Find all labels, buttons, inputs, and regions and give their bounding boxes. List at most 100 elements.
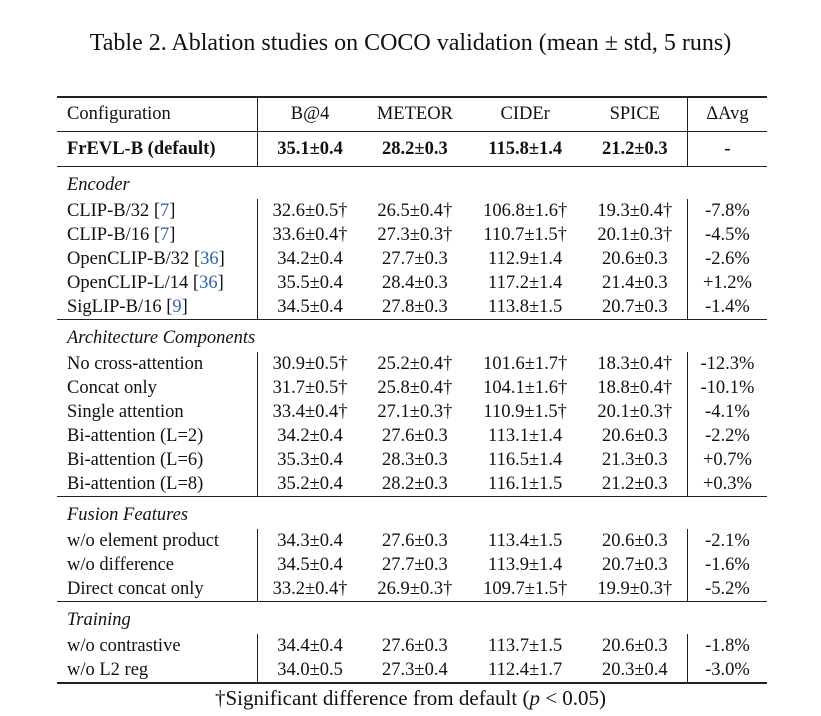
cell-b4: 30.9±0.5†: [257, 352, 363, 376]
row-configuration-name: OpenCLIP-B/32 [: [67, 248, 201, 269]
cell-b4: 34.5±0.4: [257, 295, 363, 320]
cell-cider: 113.9±1.4: [488, 554, 563, 575]
table-row: Single attention 33.4±0.4† 27.1±0.3† 110.9±…: [57, 400, 767, 424]
cell-cider: 113.7±1.5: [488, 635, 563, 656]
cell-cider: 112.4±1.7: [488, 659, 563, 680]
cell-b4: 33.4±0.4†: [257, 400, 363, 424]
row-configuration-name: OpenCLIP-L/14 [: [67, 272, 200, 293]
row-configuration: OpenCLIP-B/32 [36]: [57, 247, 258, 271]
cell-spice: 20.1±0.3†: [597, 401, 673, 422]
table-body: FrEVL-B (default) 35.1±0.4 28.2±0.3 115.…: [57, 131, 767, 683]
citation-link[interactable]: 9: [172, 296, 182, 317]
header-spice: SPICE: [609, 104, 660, 124]
cell-delta: -4.5%: [686, 223, 767, 247]
section-header-row: Fusion Features: [57, 496, 767, 530]
cell-b4: 33.2±0.4†: [257, 577, 363, 602]
cell-cider: 101.6±1.7†: [483, 353, 568, 374]
citation-bracket: ]: [218, 248, 225, 269]
cell-delta: +0.3%: [686, 472, 767, 497]
row-configuration: Bi-attention (L=6): [57, 448, 258, 472]
table-row: Concat only 31.7±0.5† 25.8±0.4† 104.1±1.6† 1…: [57, 376, 767, 400]
cell-b4: 32.6±0.5†: [257, 199, 363, 223]
row-configuration: w/o difference: [57, 553, 258, 577]
cell-spice: 19.9±0.3†: [597, 578, 673, 599]
cell-meteor: 26.9±0.3†: [377, 578, 453, 599]
cell-meteor: 25.8±0.4†: [377, 377, 453, 398]
cell-spice: 20.6±0.3: [601, 635, 668, 656]
cell-spice: 18.3±0.4†: [597, 353, 673, 374]
row-configuration-name: Concat only: [67, 377, 157, 398]
cell-delta: +0.7%: [686, 448, 767, 472]
table-row: w/o element product 34.3±0.4 27.6±0.3 113.4…: [57, 529, 767, 553]
table-caption: Table 2. Ablation studies on COCO valida…: [89, 30, 732, 56]
cell-meteor: 27.1±0.3†: [377, 401, 453, 422]
cell-meteor: 27.3±0.4: [382, 659, 448, 680]
row-configuration: CLIP-B/16 [7]: [57, 223, 258, 247]
cell-delta: -12.3%: [686, 352, 767, 376]
row-configuration-name: CLIP-B/32 [: [67, 200, 161, 221]
table-row: SigLIP-B/16 [9] 34.5±0.4 27.8±0.3 113.8±1.5…: [57, 295, 767, 320]
row-configuration-name: w/o contrastive: [67, 635, 181, 656]
table-row: Bi-attention (L=6) 35.3±0.4 28.3±0.3 116.5±…: [57, 448, 767, 472]
citation-link[interactable]: 36: [199, 272, 218, 293]
cell-b4: 34.2±0.4: [257, 424, 363, 448]
section-title: Encoder: [67, 174, 130, 195]
cell-meteor: 27.6±0.3: [382, 635, 448, 656]
citation-bracket: ]: [169, 200, 176, 221]
cell-delta: -1.8%: [686, 634, 767, 658]
cell-delta: -4.1%: [686, 400, 767, 424]
cell-cider: 113.8±1.5: [488, 296, 563, 317]
cell-cider: 116.1±1.5: [488, 473, 563, 494]
row-configuration-name: Single attention: [67, 401, 184, 422]
default-row-b4: 35.1±0.4: [257, 131, 363, 167]
cell-spice: 21.2±0.3: [601, 473, 668, 494]
cell-delta: -5.2%: [686, 577, 767, 602]
default-row: FrEVL-B (default) 35.1±0.4 28.2±0.3 115.…: [57, 131, 767, 167]
cell-delta: -10.1%: [686, 376, 767, 400]
cell-cider: 112.9±1.4: [488, 248, 563, 269]
cell-meteor: 27.6±0.3: [382, 530, 448, 551]
row-configuration-name: SigLIP-B/16 [: [67, 296, 173, 317]
row-configuration-name: CLIP-B/16 [: [67, 224, 161, 245]
header-delta-avg: ΔAvg: [686, 97, 767, 132]
row-configuration-name: Bi-attention (L=2): [67, 425, 204, 446]
table-row: CLIP-B/16 [7] 33.6±0.4† 27.3±0.3† 110.7±1.5…: [57, 223, 767, 247]
cell-cider: 110.9±1.5†: [483, 401, 567, 422]
citation-bracket: ]: [181, 296, 188, 317]
cell-cider: 109.7±1.5†: [483, 578, 568, 599]
cell-b4: 31.7±0.5†: [257, 376, 363, 400]
cell-spice: 21.3±0.3: [601, 449, 668, 470]
cell-delta: +1.2%: [686, 271, 767, 295]
cell-meteor: 28.2±0.3: [382, 473, 448, 494]
row-configuration: w/o element product: [57, 529, 258, 553]
cell-meteor: 28.4±0.3: [382, 272, 448, 293]
footnote-rel: < 0.05): [539, 686, 607, 710]
cell-meteor: 27.3±0.3†: [377, 224, 453, 245]
cell-delta: -7.8%: [686, 199, 767, 223]
cell-cider: 116.5±1.4: [488, 449, 563, 470]
row-configuration-name: No cross-attention: [67, 353, 204, 374]
table-row: OpenCLIP-B/32 [36] 34.2±0.4 27.7±0.3 112.9±…: [57, 247, 767, 271]
cell-cider: 110.7±1.5†: [483, 224, 567, 245]
cell-b4: 35.5±0.4: [257, 271, 363, 295]
row-configuration: Concat only: [57, 376, 258, 400]
cell-cider: 113.1±1.4: [488, 425, 563, 446]
citation-bracket: ]: [169, 224, 176, 245]
citation-link[interactable]: 36: [200, 248, 219, 269]
citation-link[interactable]: 7: [160, 224, 170, 245]
cell-cider: 117.2±1.4: [488, 272, 563, 293]
row-configuration-name: w/o L2 reg: [67, 659, 149, 680]
cell-spice: 21.4±0.3: [601, 272, 668, 293]
cell-cider: 104.1±1.6†: [483, 377, 568, 398]
table-header: Configuration B@4 METEOR CIDEr SPICE ΔAv…: [57, 97, 767, 132]
table-row: CLIP-B/32 [7] 32.6±0.5† 26.5±0.4† 106.8±1.6…: [57, 199, 767, 223]
cell-b4: 34.4±0.4: [257, 634, 363, 658]
citation-bracket: ]: [217, 272, 224, 293]
cell-spice: 18.8±0.4†: [597, 377, 673, 398]
row-configuration: Direct concat only: [57, 577, 258, 602]
section-header-row: Training: [57, 601, 767, 635]
default-row-meteor: 28.2±0.3: [382, 138, 448, 159]
cell-b4: 34.3±0.4: [257, 529, 363, 553]
citation-link[interactable]: 7: [160, 200, 170, 221]
default-row-cider: 115.8±1.4: [488, 138, 563, 159]
